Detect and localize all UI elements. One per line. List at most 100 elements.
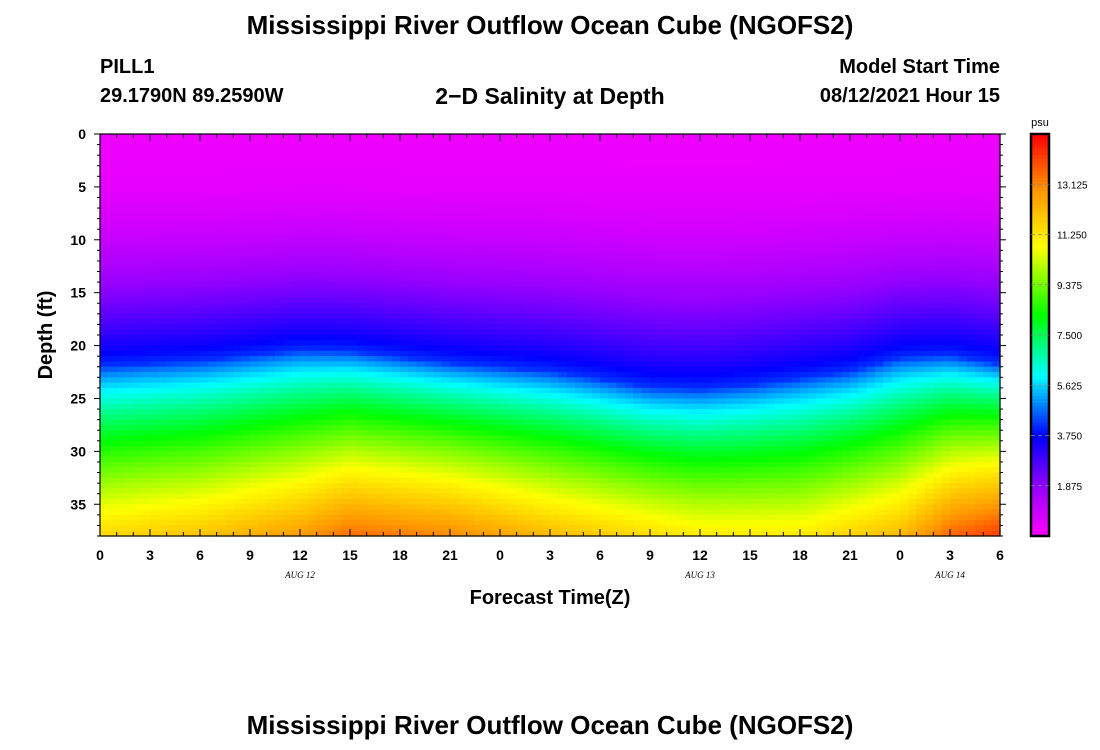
heatmap-cell (191, 250, 201, 257)
heatmap-cell (141, 387, 151, 394)
heatmap-cell (183, 530, 193, 537)
heatmap-cell (108, 361, 118, 368)
heatmap-cell (375, 414, 384, 421)
heatmap-cell (591, 451, 601, 458)
heatmap-cell (600, 171, 609, 177)
heatmap-cell (166, 223, 176, 230)
heatmap-cell (400, 155, 409, 162)
heatmap-cell (391, 186, 401, 193)
heatmap-cell (308, 483, 318, 489)
heatmap-cell (475, 165, 484, 172)
heatmap-cell (308, 218, 318, 225)
heatmap-cell (333, 435, 343, 442)
heatmap-cell (383, 403, 393, 410)
heatmap-cell (358, 324, 368, 331)
heatmap-cell (133, 186, 143, 193)
heatmap-cell (641, 372, 651, 378)
heatmap-cell (300, 239, 309, 246)
heatmap-cell (516, 287, 526, 294)
heatmap-cell (316, 520, 326, 527)
heatmap-cell (558, 446, 568, 452)
heatmap-cell (600, 440, 609, 447)
heatmap-cell (241, 424, 251, 431)
heatmap-cell (375, 382, 384, 389)
heatmap-cell (258, 340, 268, 347)
heatmap-cell (641, 229, 651, 236)
heatmap-cell (133, 467, 143, 474)
heatmap-cell (600, 165, 609, 172)
heatmap-cell (391, 197, 401, 204)
heatmap-cell (291, 530, 301, 537)
heatmap-cell (291, 229, 301, 236)
heatmap-cell (250, 350, 259, 357)
heatmap-cell (433, 498, 443, 505)
heatmap-cell (450, 260, 459, 267)
heatmap-cell (566, 229, 576, 236)
heatmap-cell (250, 218, 259, 225)
heatmap-cell (525, 186, 534, 193)
heatmap-cell (466, 398, 476, 405)
heatmap-cell (483, 361, 493, 368)
heatmap-cell (225, 213, 234, 220)
heatmap-cell (550, 488, 559, 495)
heatmap-cell (366, 223, 376, 230)
heatmap-cell (408, 155, 418, 162)
heatmap-cell (541, 398, 551, 405)
heatmap-cell (541, 266, 551, 273)
heatmap-cell (316, 372, 326, 378)
heatmap-cell (425, 340, 434, 347)
heatmap-cell (516, 483, 526, 489)
heatmap-cell (133, 149, 143, 156)
heatmap-cell (183, 218, 193, 225)
heatmap-cell (483, 477, 493, 484)
heatmap-cell (166, 324, 176, 331)
heatmap-cell (516, 181, 526, 188)
heatmap-cell (108, 329, 118, 336)
heatmap-cell (350, 282, 359, 288)
heatmap-cell (166, 134, 176, 140)
heatmap-cell (208, 419, 218, 426)
heatmap-cell (158, 255, 168, 262)
heatmap-cell (200, 218, 209, 225)
heatmap-cell (525, 398, 534, 405)
heatmap-cell (508, 456, 518, 463)
heatmap-cell (608, 382, 618, 389)
heatmap-cell (591, 239, 601, 246)
heatmap-cell (150, 149, 159, 156)
heatmap-cell (641, 366, 651, 373)
heatmap-cell (125, 276, 134, 283)
heatmap-cell (525, 319, 534, 326)
heatmap-cell (258, 472, 268, 479)
heatmap-cell (500, 313, 509, 320)
heatmap-cell (208, 366, 218, 373)
heatmap-cell (591, 176, 601, 183)
heatmap-cell (108, 271, 118, 278)
heatmap-cell (558, 361, 568, 368)
heatmap-cell (358, 488, 368, 495)
heatmap-cell (250, 409, 259, 415)
heatmap-cell (300, 139, 309, 146)
heatmap-cell (316, 229, 326, 236)
heatmap-cell (133, 356, 143, 363)
heatmap-cell (566, 472, 576, 479)
heatmap-cell (466, 467, 476, 474)
heatmap-cell (358, 276, 368, 283)
heatmap-cell (516, 245, 526, 251)
heatmap-cell (525, 340, 534, 347)
heatmap-cell (550, 308, 559, 315)
heatmap-cell (266, 440, 276, 447)
heatmap-cell (508, 451, 518, 458)
heatmap-cell (400, 329, 409, 336)
heatmap-cell (233, 525, 243, 532)
heatmap-cell (241, 297, 251, 304)
heatmap-cell (316, 197, 326, 204)
heatmap-cell (141, 271, 151, 278)
heatmap-cell (108, 382, 118, 389)
heatmap-cell (333, 297, 343, 304)
heatmap-cell (425, 483, 434, 489)
heatmap-cell (525, 419, 534, 426)
heatmap-cell (266, 303, 276, 310)
heatmap-cell (341, 218, 351, 225)
heatmap-cell (475, 319, 484, 326)
heatmap-cell (558, 213, 568, 220)
